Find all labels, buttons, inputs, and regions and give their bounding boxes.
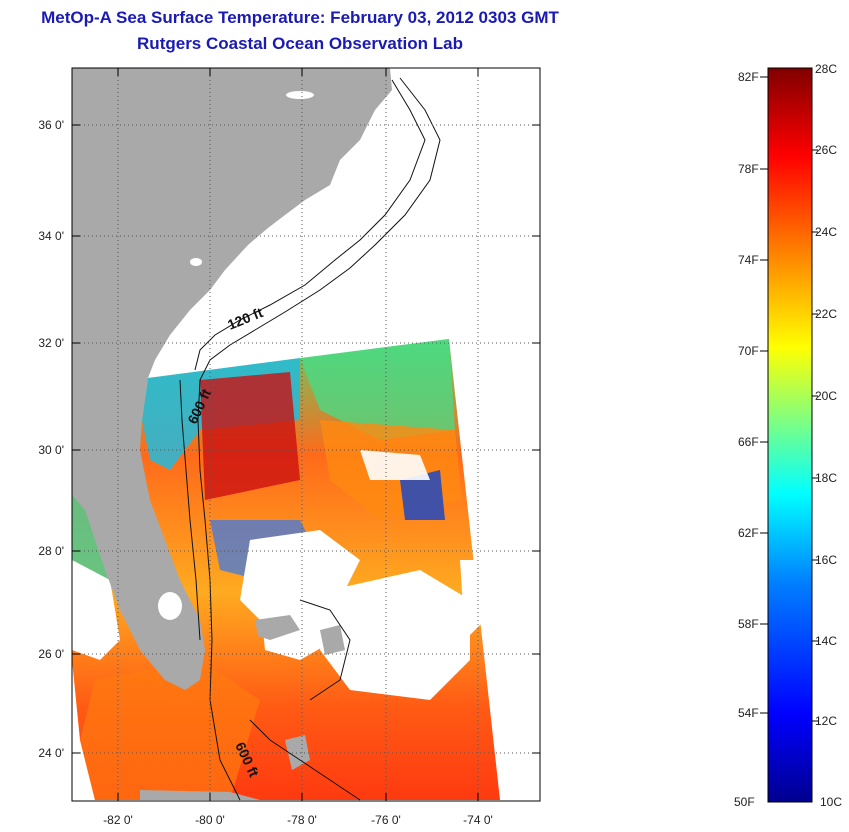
lat-label-26: 26 0' <box>38 647 64 661</box>
lon-label-78: -78 0' <box>287 813 317 827</box>
lat-label-32: 32 0' <box>38 336 64 350</box>
colorbar-label-62F: 62F <box>738 526 759 540</box>
colorbar-ticks <box>760 76 818 722</box>
colorbar-label-58F: 58F <box>738 617 759 631</box>
colorbar-label-54F: 54F <box>738 706 759 720</box>
colorbar-label-24C: 24C <box>815 225 837 239</box>
colorbar-label-74F: 74F <box>738 253 759 267</box>
colorbar-label-78F: 78F <box>738 162 759 176</box>
latitude-labels: 36 0' 34 0' 32 0' 30 0' 28 0' 26 0' 24 0… <box>38 118 64 760</box>
lon-label-80: -80 0' <box>195 813 225 827</box>
colorbar-label-66F: 66F <box>738 435 759 449</box>
lat-label-24: 24 0' <box>38 746 64 760</box>
colorbar-label-26C: 26C <box>815 143 837 157</box>
lat-label-36: 36 0' <box>38 118 64 132</box>
sst-swath <box>72 339 500 800</box>
land <box>72 68 392 800</box>
longitude-labels: -82 0' -80 0' -78 0' -76 0' -74 0' <box>103 813 493 827</box>
lat-label-28: 28 0' <box>38 544 64 558</box>
map-axis-ticks <box>72 68 540 801</box>
colorbar-label-18C: 18C <box>815 471 837 485</box>
colorbar-label-70F: 70F <box>738 344 759 358</box>
lon-label-82: -82 0' <box>103 813 133 827</box>
colorbar-label-12C: 12C <box>815 714 837 728</box>
colorbar-gradient <box>767 67 813 803</box>
colorbar-label-10C: 10C <box>820 795 842 809</box>
lat-label-30: 30 0' <box>38 443 64 457</box>
bathymetry-contours <box>179 77 441 801</box>
map-subtitle: Rutgers Coastal Ocean Observation Lab <box>137 34 463 53</box>
temperature-colorbar: 82F 78F 74F 70F 66F 62F 58F 54F 50F 28C … <box>734 62 842 809</box>
lat-label-34: 34 0' <box>38 229 64 243</box>
lon-label-74: -74 0' <box>463 813 493 827</box>
colorbar-label-20C: 20C <box>815 389 837 403</box>
lon-label-76: -76 0' <box>371 813 401 827</box>
map-frame <box>71 67 541 802</box>
colorbar-label-82F: 82F <box>738 70 759 84</box>
colorbar-label-50F: 50F <box>734 795 755 809</box>
colorbar-label-22C: 22C <box>815 307 837 321</box>
map-title: MetOp-A Sea Surface Temperature: Februar… <box>41 8 559 27</box>
colorbar-label-14C: 14C <box>815 634 837 648</box>
colorbar-label-28C: 28C <box>815 62 837 76</box>
colorbar-label-16C: 16C <box>815 553 837 567</box>
